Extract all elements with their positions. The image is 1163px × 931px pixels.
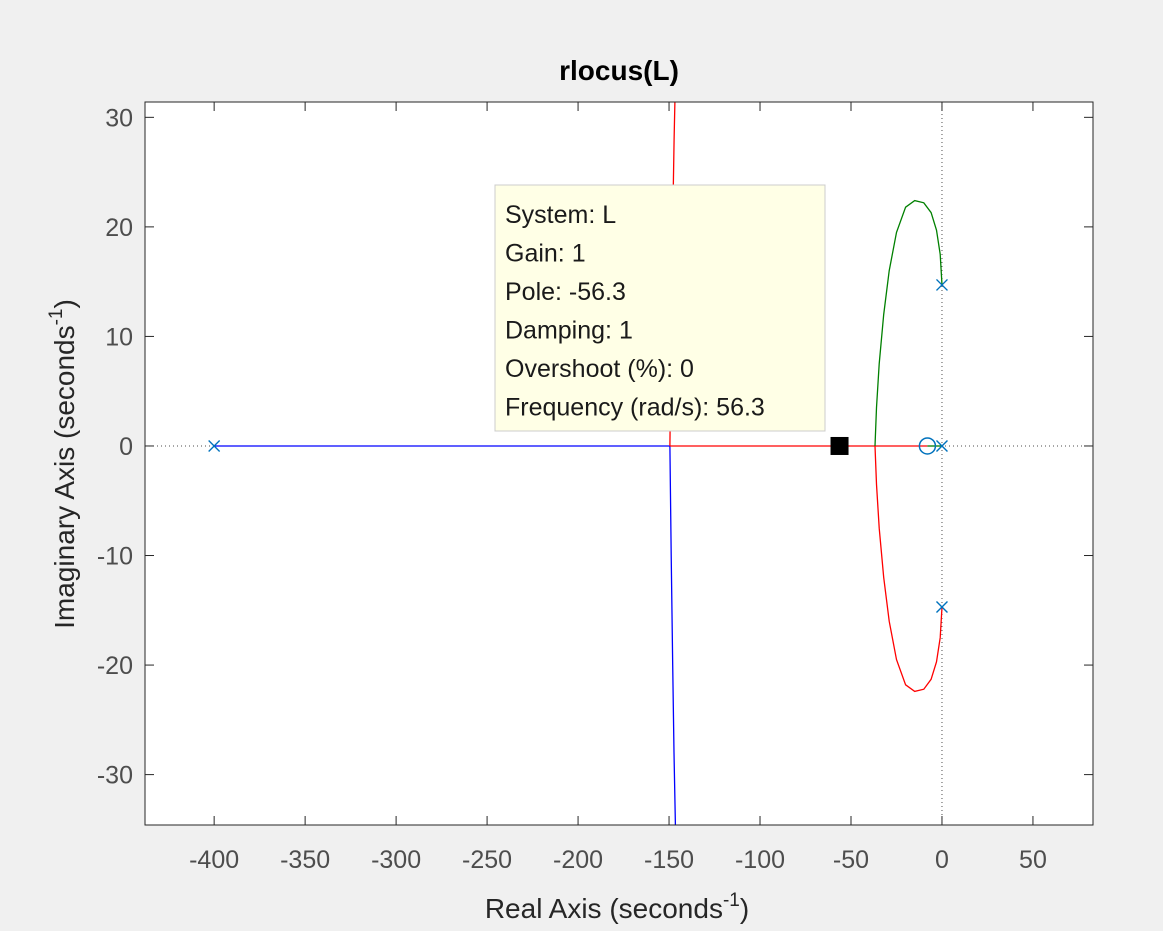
y-axis-label-close: )	[49, 299, 80, 308]
x-axis-label: Real Axis (seconds-1)	[485, 890, 749, 924]
x-tick-label: -200	[553, 846, 603, 874]
axes-box	[144, 101, 1094, 826]
x-tick-label: -400	[189, 846, 239, 874]
datatip-line-2: Gain: 1	[505, 240, 586, 268]
y-tick-label: 0	[119, 433, 133, 461]
x-tick-label: -250	[462, 846, 512, 874]
pole-marker-4[interactable]	[935, 601, 948, 613]
y-tick-label: 20	[105, 214, 133, 242]
locus-branch-7[interactable]	[874, 445, 943, 693]
x-axis-label-base: Real Axis (seconds	[485, 893, 723, 924]
y-tick-label: 10	[105, 323, 133, 351]
y-tick-label: -30	[97, 762, 133, 790]
datatip-line-5: Overshoot (%): 0	[505, 355, 694, 383]
y-tick-label: 30	[105, 104, 133, 132]
y-axis-label-sup: -1	[46, 308, 67, 325]
locus-branch-2[interactable]	[669, 445, 677, 826]
pole-marker-2[interactable]	[935, 439, 948, 452]
x-tick-label: -350	[280, 846, 330, 874]
datatip-selected-point[interactable]	[830, 436, 849, 455]
y-axis-label: Imaginary Axis (seconds-1)	[46, 299, 80, 629]
x-tick-label: -150	[644, 846, 694, 874]
datatip-line-6: Frequency (rad/s): 56.3	[505, 394, 765, 422]
y-tick-label: -10	[97, 543, 133, 571]
x-tick-label: 50	[1019, 846, 1047, 874]
pole-marker-1[interactable]	[208, 439, 221, 452]
x-tick-label: 0	[935, 846, 949, 874]
chart-title: rlocus(L)	[559, 55, 679, 86]
datatip-line-1: System: L	[505, 201, 616, 229]
x-tick-label: -50	[833, 846, 869, 874]
datatip[interactable]: System: L Gain: 1 Pole: -56.3 Damping: 1 Ove…	[494, 184, 826, 432]
datatip-box	[494, 184, 826, 432]
x-axis-label-close: )	[740, 893, 749, 924]
x-tick-label: -100	[735, 846, 785, 874]
x-axis-label-sup: -1	[723, 890, 740, 911]
datatip-line-3: Pole: -56.3	[505, 278, 626, 306]
locus-branch-6[interactable]	[874, 199, 943, 447]
datatip-line-4: Damping: 1	[505, 317, 633, 345]
y-tick-label: -20	[97, 652, 133, 680]
pole-marker-3[interactable]	[935, 278, 948, 291]
zero-marker-1[interactable]	[918, 437, 937, 455]
x-tick-label: -300	[371, 846, 421, 874]
y-axis-label-base: Imaginary Axis (seconds	[49, 325, 80, 628]
